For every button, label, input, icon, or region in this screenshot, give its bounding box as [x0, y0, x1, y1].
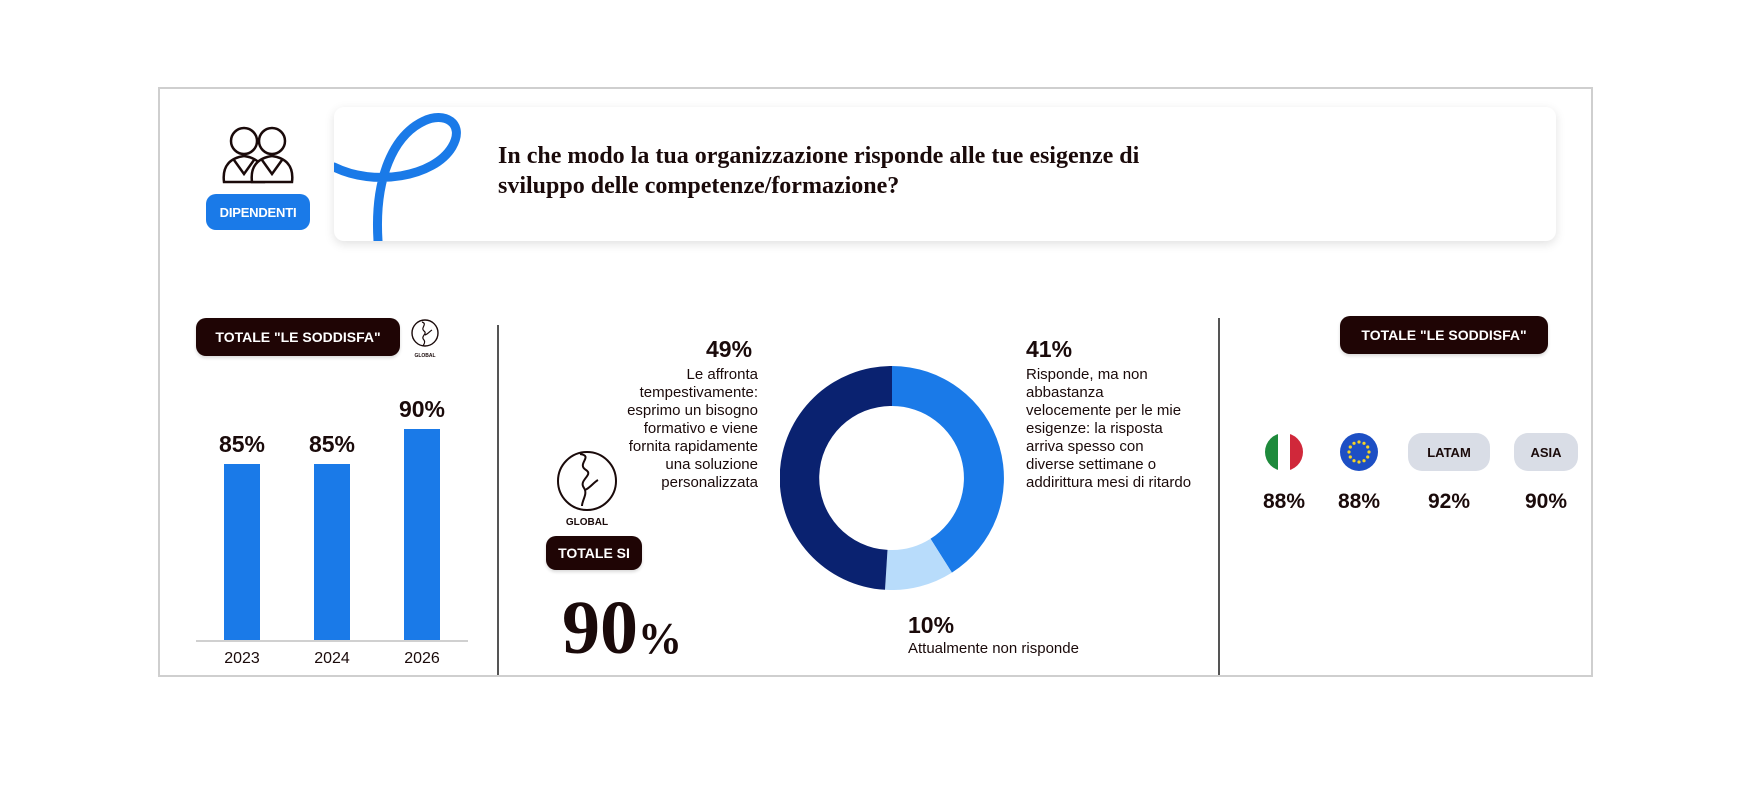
global-badge-small: GLOBAL [408, 318, 442, 359]
region-pill-latam: LATAM [1408, 433, 1490, 471]
persona-badge: DIPENDENTI [206, 194, 310, 230]
bar-label-2026: 2026 [404, 650, 440, 667]
segment-pct-49: 49% [706, 336, 753, 362]
region-value-latam: 92% [1427, 490, 1471, 513]
employees-icon [222, 126, 294, 184]
globe-icon [411, 319, 439, 347]
region-pill-asia: ASIA [1514, 433, 1578, 471]
bar-chart [196, 380, 468, 642]
total-yes-pill: TOTALE SI [546, 536, 642, 570]
segment-pct-10: 10% [908, 612, 955, 638]
bar-label-2023: 2023 [224, 650, 260, 667]
donut-segment-49 [780, 366, 892, 590]
segment-pct-41: 41% [1026, 336, 1073, 362]
total-satisfied-pill-right: TOTALE "LE SODDISFA" [1340, 316, 1548, 354]
italy-flag-icon [1265, 433, 1303, 471]
persona-block: DIPENDENTI [206, 124, 310, 230]
bar-2026 [404, 429, 440, 640]
segment-desc-49: Le affronta tempestivamente: esprimo un … [627, 366, 758, 491]
eu-flag-icon [1340, 433, 1378, 471]
segment-desc-41: Risponde, ma non abbastanza velocemente … [1026, 366, 1192, 491]
globe-icon [557, 451, 617, 511]
segment-desc-10: Attualmente non risponde [908, 640, 1079, 657]
donut-chart [780, 366, 1004, 590]
bar-2024 [314, 464, 350, 640]
total-yes-number: 90 [562, 586, 638, 670]
question-title: In che modo la tua organizzazione rispon… [498, 143, 1140, 199]
bar-axis [196, 640, 468, 642]
region-value-italy: 88% [1262, 490, 1306, 513]
bar-2023 [224, 464, 260, 640]
donut-segment-10 [885, 538, 952, 590]
bar-value-2026: 90% [398, 396, 446, 422]
question-card: In che modo la tua organizzazione rispon… [334, 107, 1556, 241]
donut-segment-41 [892, 366, 1004, 573]
total-yes-unit: % [638, 614, 682, 663]
divider-right [1218, 318, 1220, 675]
global-badge: GLOBAL [554, 450, 620, 528]
bar-label-2024: 2024 [314, 650, 350, 667]
region-value-europe: 88% [1337, 490, 1381, 513]
region-value-asia: 90% [1524, 490, 1568, 513]
total-satisfied-pill-left: TOTALE "LE SODDISFA" [196, 318, 400, 356]
globe-label: GLOBAL [414, 353, 436, 359]
loop-decoration-icon [334, 112, 461, 241]
globe-label: GLOBAL [565, 517, 609, 528]
divider-left [497, 325, 499, 675]
bar-value-2024: 85% [308, 431, 356, 457]
total-yes-value: 90% [562, 590, 682, 666]
bar-value-2023: 85% [218, 431, 266, 457]
